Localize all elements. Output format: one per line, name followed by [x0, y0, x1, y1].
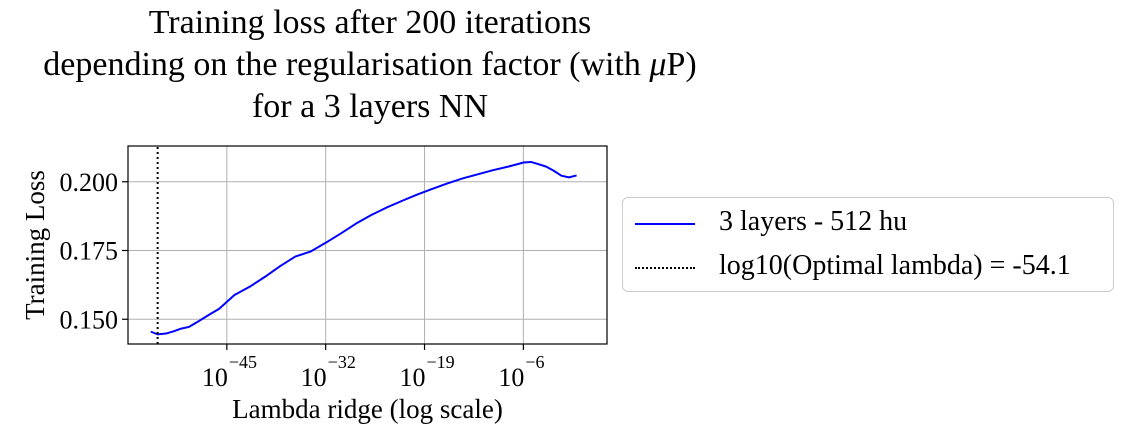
legend-item-series: 3 layers - 512 hu: [623, 204, 1113, 244]
legend: 3 layers - 512 hu log10(Optimal lambda) …: [622, 197, 1114, 292]
title-line-2: depending on the regularisation factor (…: [0, 44, 740, 86]
x-tick-label-0: 10: [202, 363, 228, 392]
legend-solid-line-swatch: [635, 223, 695, 225]
x-axis-label: Lambda ridge (log scale): [232, 394, 503, 424]
title-line-3: for a 3 layers NN: [251, 88, 489, 125]
y-tick-label-1: 0.175: [60, 237, 119, 266]
legend-item-optimal: log10(Optimal lambda) = -54.1: [623, 248, 1113, 288]
x-tick-exponent-3: −6: [525, 352, 544, 372]
x-tick-exponent-1: −32: [328, 352, 356, 372]
series-line-0: [150, 160, 577, 336]
x-tick-label-1: 10: [301, 363, 327, 392]
x-tick-exponent-2: −19: [427, 352, 455, 372]
legend-label-optimal: log10(Optimal lambda) = -54.1: [719, 250, 1071, 281]
legend-dotted-line-swatch: [635, 267, 695, 269]
y-tick-label-0: 0.150: [60, 305, 119, 334]
x-tick-label-2: 10: [400, 363, 426, 392]
y-axis-label: Training Loss: [20, 170, 50, 320]
title-line-1: Training loss after 200 iterations: [148, 4, 592, 41]
grid-lines: [128, 146, 607, 344]
plot-frame: [127, 145, 608, 345]
x-tick-exponent-0: −45: [229, 352, 257, 372]
x-tick-label-3: 10: [498, 363, 524, 392]
tick-marks: [122, 181, 524, 350]
title-line-2-suffix: P): [666, 46, 697, 83]
title-mu-symbol: μ: [649, 46, 667, 83]
y-tick-label-2: 0.200: [60, 168, 119, 197]
series-group: [150, 146, 577, 344]
legend-label-series: 3 layers - 512 hu: [719, 206, 908, 237]
chart-title: Training loss after 200 iterations depen…: [0, 2, 740, 128]
title-line-2-prefix: depending on the regularisation factor (…: [43, 46, 650, 83]
